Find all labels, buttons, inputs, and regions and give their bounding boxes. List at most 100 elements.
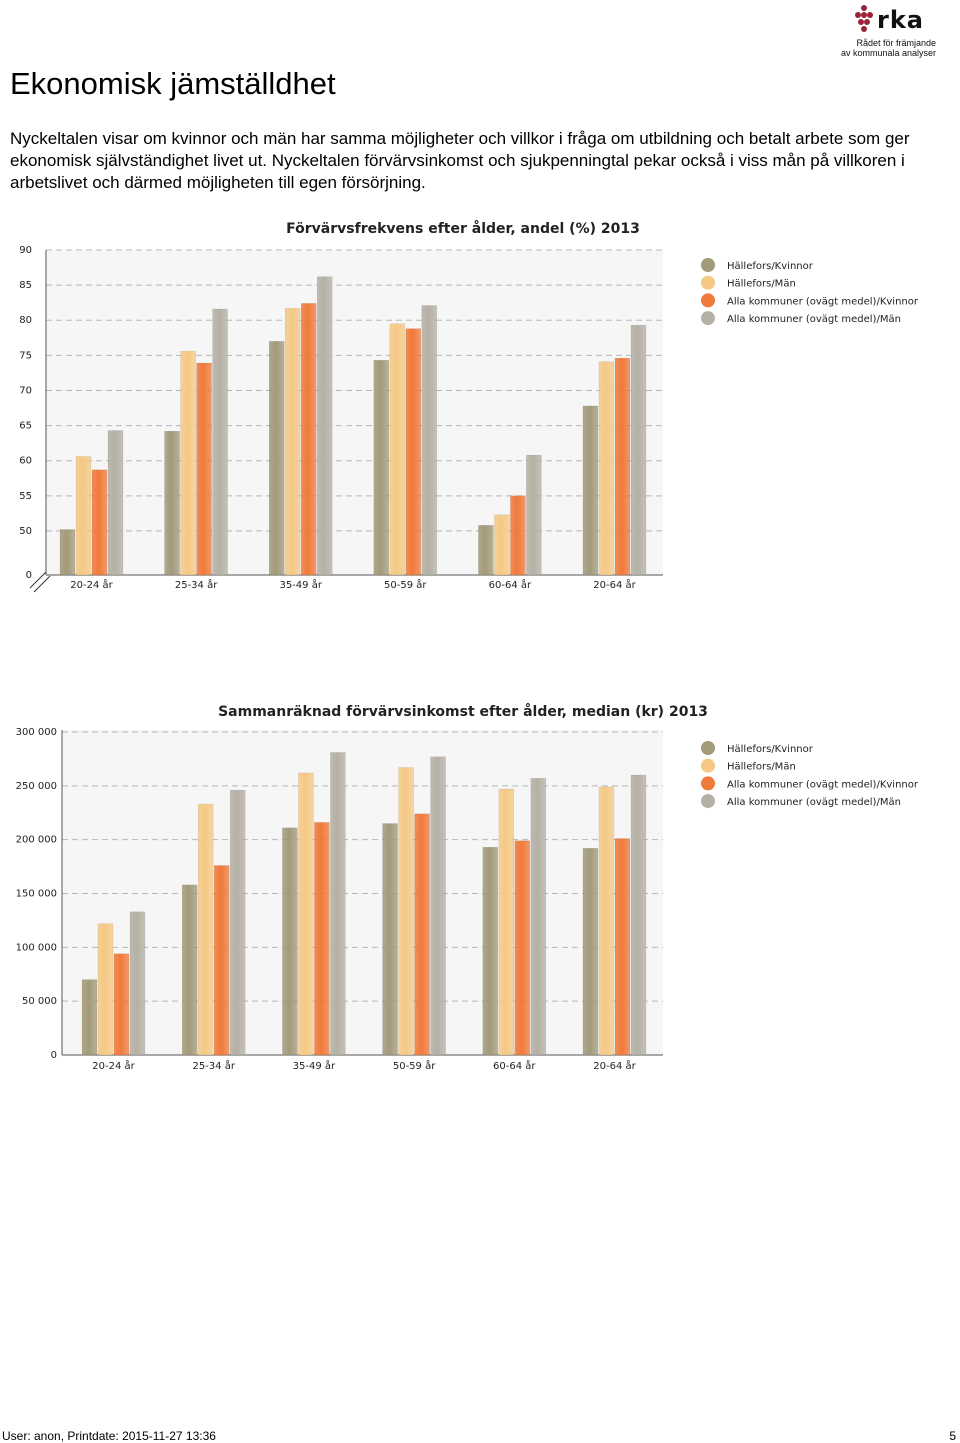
legend-label-alla-kvinnor: Alla kommuner (ovägt medel)/Kvinnor	[727, 296, 919, 307]
logo-subtitle-1: Rådet för främjande	[856, 38, 936, 48]
bar-hallefors-man	[494, 514, 510, 576]
bar-alla-kvinnor	[414, 813, 430, 1056]
legend-swatch-hallefors-kvinnor	[701, 258, 715, 272]
y-tick-label: 50	[19, 526, 32, 537]
bar-alla-man	[212, 308, 228, 576]
bar-alla-kvinnor	[196, 362, 212, 576]
legend-swatch-hallefors-kvinnor	[701, 741, 715, 755]
bar-alla-kvinnor	[514, 840, 531, 1056]
bar-alla-kvinnor	[614, 357, 631, 576]
bar-alla-man	[316, 276, 333, 576]
bar-hallefors-man	[180, 350, 196, 576]
x-tick-label: 25-34 år	[175, 578, 218, 591]
bar-hallefors-kvinnor	[373, 360, 390, 576]
bar-hallefors-man	[75, 456, 92, 576]
chart-title: Sammanräknad förvärvsinkomst efter ålder…	[218, 703, 708, 720]
y-tick-label: 0	[26, 570, 32, 581]
bar-hallefors-man	[97, 923, 114, 1056]
y-tick-label: 60	[19, 456, 32, 467]
bar-alla-man	[129, 911, 146, 1056]
income-chart: 300 000 250 000 200 000 150 000 100 000 50 00…	[16, 703, 919, 1072]
bar-hallefors-man	[498, 788, 515, 1056]
legend-swatch-alla-man	[701, 794, 715, 809]
bar-hallefors-kvinnor	[382, 823, 398, 1056]
bar-hallefors-kvinnor	[482, 846, 499, 1056]
x-tick-label: 50-59 år	[393, 1059, 436, 1072]
rka-logo-icon	[855, 5, 873, 32]
bar-alla-kvinnor	[91, 469, 108, 576]
legend-label-hallefors-man: Hällefors/Män	[727, 279, 796, 290]
y-tick-label: 85	[19, 280, 32, 291]
bar-alla-kvinnor	[113, 953, 130, 1056]
x-tick-label: 20-64 år	[593, 1059, 636, 1072]
plot-area	[62, 730, 663, 1055]
axis-break-mark	[29, 571, 47, 589]
logo-name: rka	[877, 6, 924, 34]
x-tick-label: 20-64 år	[593, 578, 636, 591]
legend-label-alla-man: Alla kommuner (ovägt medel)/Män	[727, 797, 901, 808]
legend-label-alla-man: Alla kommuner (ovägt medel)/Män	[727, 314, 901, 325]
bar-alla-man	[421, 305, 438, 576]
bar-alla-man	[630, 774, 647, 1056]
y-tick-label: 80	[19, 315, 32, 326]
bar-alla-kvinnor	[314, 822, 330, 1056]
legend-swatch-alla-kvinnor	[701, 776, 715, 791]
bar-alla-man	[630, 324, 647, 576]
legend-swatch-alla-kvinnor	[701, 293, 715, 308]
x-tick-label: 60-64 år	[489, 578, 532, 591]
logo-subtitle-2: av kommunala analyser	[840, 48, 936, 58]
bar-alla-kvinnor	[405, 328, 422, 576]
y-tick-label: 90	[19, 245, 32, 256]
bar-hallefors-kvinnor	[268, 341, 285, 576]
bar-hallefors-kvinnor	[478, 525, 494, 576]
bar-alla-man	[530, 778, 547, 1056]
bar-hallefors-man	[389, 323, 406, 576]
employment-rate-chart: 90 85 80 75 70 65 60 55 50 0 Förvärvsfrekvens efte…	[19, 220, 919, 593]
legend-swatch-alla-man	[701, 311, 715, 326]
bar-hallefors-kvinnor	[181, 884, 198, 1056]
bar-hallefors-man	[197, 803, 214, 1056]
legend-swatch-hallefors-man	[701, 275, 715, 290]
rka-logo: rka Rådet för främjande av kommunala ana…	[835, 4, 940, 58]
x-tick-label: 20-24 år	[70, 578, 113, 591]
legend-label-alla-kvinnor: Alla kommuner (ovägt medel)/Kvinnor	[727, 779, 919, 790]
y-tick-label: 300 000	[16, 727, 57, 738]
bar-hallefors-kvinnor	[582, 848, 599, 1056]
chart-title: Förvärvsfrekvens efter ålder, andel (%) …	[286, 220, 640, 237]
bar-alla-kvinnor	[614, 838, 631, 1056]
bar-alla-kvinnor	[213, 865, 230, 1056]
y-tick-label: 50 000	[22, 996, 57, 1007]
bar-alla-man	[229, 789, 246, 1056]
x-tick-label: 25-34 år	[192, 1059, 235, 1072]
bar-alla-kvinnor	[300, 303, 317, 576]
axis-break-mark	[33, 575, 51, 593]
legend-label-hallefors-man: Hällefors/Män	[727, 762, 796, 773]
x-tick-label: 50-59 år	[384, 578, 427, 591]
bar-hallefors-man	[398, 767, 414, 1056]
y-tick-label: 200 000	[16, 835, 57, 846]
y-tick-label: 100 000	[16, 942, 57, 953]
x-tick-label: 35-49 år	[279, 578, 322, 591]
y-tick-label: 65	[19, 421, 32, 432]
bar-alla-man	[330, 752, 346, 1056]
plot-area	[46, 250, 663, 575]
y-tick-label: 150 000	[16, 889, 57, 900]
legend-label-hallefors-kvinnor: Hällefors/Kvinnor	[727, 744, 814, 755]
bar-hallefors-man	[598, 361, 615, 576]
x-tick-label: 60-64 år	[493, 1059, 536, 1072]
intro-text: Nyckeltalen visar om kvinnor och män har…	[10, 129, 910, 192]
bar-alla-man	[430, 756, 446, 1056]
bar-hallefors-man	[284, 308, 301, 576]
bar-hallefors-kvinnor	[282, 827, 298, 1056]
x-tick-label: 20-24 år	[92, 1059, 135, 1072]
y-tick-label: 0	[51, 1050, 57, 1061]
bar-hallefors-kvinnor	[164, 430, 180, 576]
legend-label-hallefors-kvinnor: Hällefors/Kvinnor	[727, 261, 814, 272]
y-tick-label: 70	[19, 385, 32, 396]
bar-hallefors-man	[598, 786, 615, 1056]
bar-alla-man	[526, 454, 542, 576]
y-tick-label: 55	[19, 491, 32, 502]
x-tick-label: 35-49 år	[293, 1059, 336, 1072]
bar-hallefors-kvinnor	[582, 405, 599, 576]
y-tick-label: 75	[19, 350, 32, 361]
